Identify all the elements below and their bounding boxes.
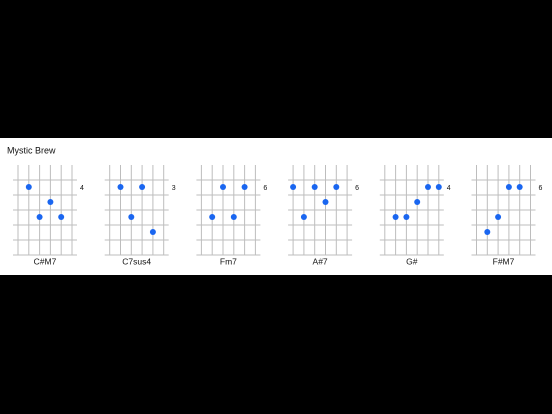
fret-number: 3 [172,185,176,192]
chord-diagram[interactable]: 4 C#M7 [13,165,84,266]
chord-name: A#7 [313,256,328,266]
finger-dot [392,214,399,220]
finger-dot [139,184,146,190]
chord-diagram[interactable]: 6 Fm7 [196,165,267,266]
chord-name: G# [406,256,418,266]
finger-dot [425,184,431,190]
finger-dot [484,229,491,235]
finger-dot [209,214,216,220]
finger-dot [230,214,237,220]
chord-list: 4 C#M7 3 C7sus4 6 Fm7 6 A#7 4 G# 6 F#M7 [13,165,543,266]
finger-dot [333,184,340,190]
finger-dot [128,214,135,220]
finger-dot [58,214,65,220]
finger-dot [290,184,297,190]
finger-dot [322,199,329,205]
chord-diagram[interactable]: 6 F#M7 [471,165,543,266]
chord-diagram[interactable]: 3 C7sus4 [104,165,176,266]
finger-dot [311,184,318,190]
fret-number: 4 [80,185,84,192]
finger-dot [403,214,410,220]
finger-dot [435,184,442,190]
finger-dot [220,184,226,190]
chord-diagram[interactable]: 6 A#7 [288,165,359,266]
fret-number: 6 [263,185,267,192]
finger-dot [505,184,512,190]
fret-number: 6 [539,185,543,192]
fret-number: 6 [355,185,359,192]
chord-name: C7sus4 [122,256,151,266]
finger-dot [149,229,156,235]
chord-name: Fm7 [220,256,237,266]
fret-number: 4 [447,185,451,192]
finger-dot [241,184,248,190]
finger-dot [300,214,307,220]
finger-dot [495,214,502,220]
finger-dot [516,184,523,190]
chord-diagram[interactable]: 4 G# [379,165,451,266]
finger-dot [25,184,32,190]
finger-dot [36,214,43,220]
finger-dot [47,199,54,205]
finger-dot [117,184,124,190]
finger-dot [414,199,421,205]
panel [0,138,552,275]
chord-name: F#M7 [493,256,515,266]
chord-name: C#M7 [34,256,57,266]
song-title: Mystic Brew [7,145,56,155]
